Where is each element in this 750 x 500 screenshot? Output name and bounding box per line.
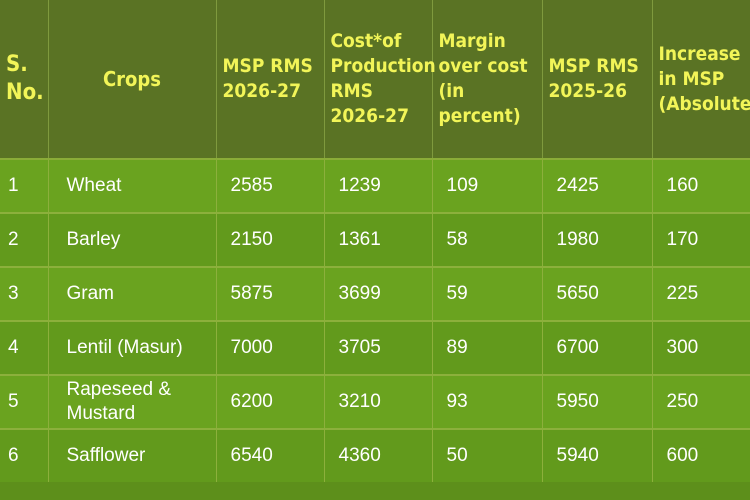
cell-cost: 1361 [324,213,433,268]
header-line: (Absolute) [658,92,750,115]
cell-cost: 3210 [324,375,433,430]
cell-msp-2026: 6200 [216,375,325,430]
cell-crop: Barley [48,213,217,268]
cell-sno: 3 [0,267,49,322]
header-line: Increase [658,42,741,65]
table-row: 5 Rapeseed & Mustard 6200 3210 93 5950 2… [0,375,750,430]
header-line: 2025-26 [548,80,627,102]
cell-cost: 4360 [324,429,433,484]
msp-table: S. No. Crops MSP RMS 2026-27 Cost*of Pro… [0,0,750,484]
table-row: 4 Lentil (Masur) 7000 3705 89 6700 300 [0,321,750,376]
cell-margin: 93 [432,375,543,430]
cell-msp-2025: 6700 [542,321,653,376]
cell-sno: 2 [0,213,49,268]
header-msp-2026-27: MSP RMS 2026-27 [216,0,325,160]
table-body: 1 Wheat 2585 1239 109 2425 160 2 Barley … [0,159,750,484]
cell-crop: Rapeseed & Mustard [48,375,217,430]
header-increase: Increase in MSP (Absolute) [652,0,750,160]
header-line: over cost [438,55,528,77]
cell-crop: Safflower [48,429,217,484]
cell-crop: Lentil (Masur) [48,321,217,376]
cell-msp-2026: 2150 [216,213,325,268]
cell-msp-2025: 5950 [542,375,653,430]
header-line: 2026-27 [330,105,409,127]
cell-sno: 1 [0,159,49,214]
cell-cost: 3705 [324,321,433,376]
cell-sno: 5 [0,375,49,430]
cell-crop: Gram [48,267,217,322]
header-line: MSP RMS [548,55,639,77]
header-line: Cost*of [330,30,402,52]
header-margin: Margin over cost (in percent) [432,0,543,160]
header-line: (in percent) [438,80,521,127]
cell-margin: 50 [432,429,543,484]
table-row: 1 Wheat 2585 1239 109 2425 160 [0,159,750,214]
cell-increase: 600 [652,429,750,484]
cell-increase: 300 [652,321,750,376]
cell-sno: 6 [0,429,49,484]
table-row: 2 Barley 2150 1361 58 1980 170 [0,213,750,268]
cell-crop: Wheat [48,159,217,214]
header-line: Production [330,55,436,77]
cell-cost: 1239 [324,159,433,214]
header-crops: Crops [48,0,217,160]
cell-msp-2026: 2585 [216,159,325,214]
header-line: in MSP [658,67,725,90]
header-msp-2025-26: MSP RMS 2025-26 [542,0,653,160]
cell-margin: 58 [432,213,543,268]
cell-msp-2025: 2425 [542,159,653,214]
header-line: S. [6,52,28,77]
header-line: RMS [330,80,374,102]
header-line: Margin [438,30,506,52]
cell-msp-2025: 5650 [542,267,653,322]
cell-msp-2026: 7000 [216,321,325,376]
header-cost-of-production: Cost*of Production RMS 2026-27 [324,0,436,160]
cell-msp-2026: 5875 [216,267,325,322]
table-row: 6 Safflower 6540 4360 50 5940 600 [0,429,750,484]
header-line: No. [6,80,44,105]
cell-margin: 59 [432,267,543,322]
cell-cost: 3699 [324,267,433,322]
cell-msp-2026: 6540 [216,429,325,484]
table-row: 3 Gram 5875 3699 59 5650 225 [0,267,750,322]
cell-increase: 170 [652,213,750,268]
header-sno: S. No. [0,0,49,160]
cell-increase: 250 [652,375,750,430]
table-header: S. No. Crops MSP RMS 2026-27 Cost*of Pro… [0,0,750,160]
bottom-strip [0,482,750,500]
cell-margin: 109 [432,159,543,214]
header-line: 2026-27 [222,80,301,102]
cell-increase: 225 [652,267,750,322]
cell-margin: 89 [432,321,543,376]
cell-sno: 4 [0,321,49,376]
cell-msp-2025: 1980 [542,213,653,268]
header-line: MSP RMS [222,55,313,77]
cell-increase: 160 [652,159,750,214]
cell-msp-2025: 5940 [542,429,653,484]
